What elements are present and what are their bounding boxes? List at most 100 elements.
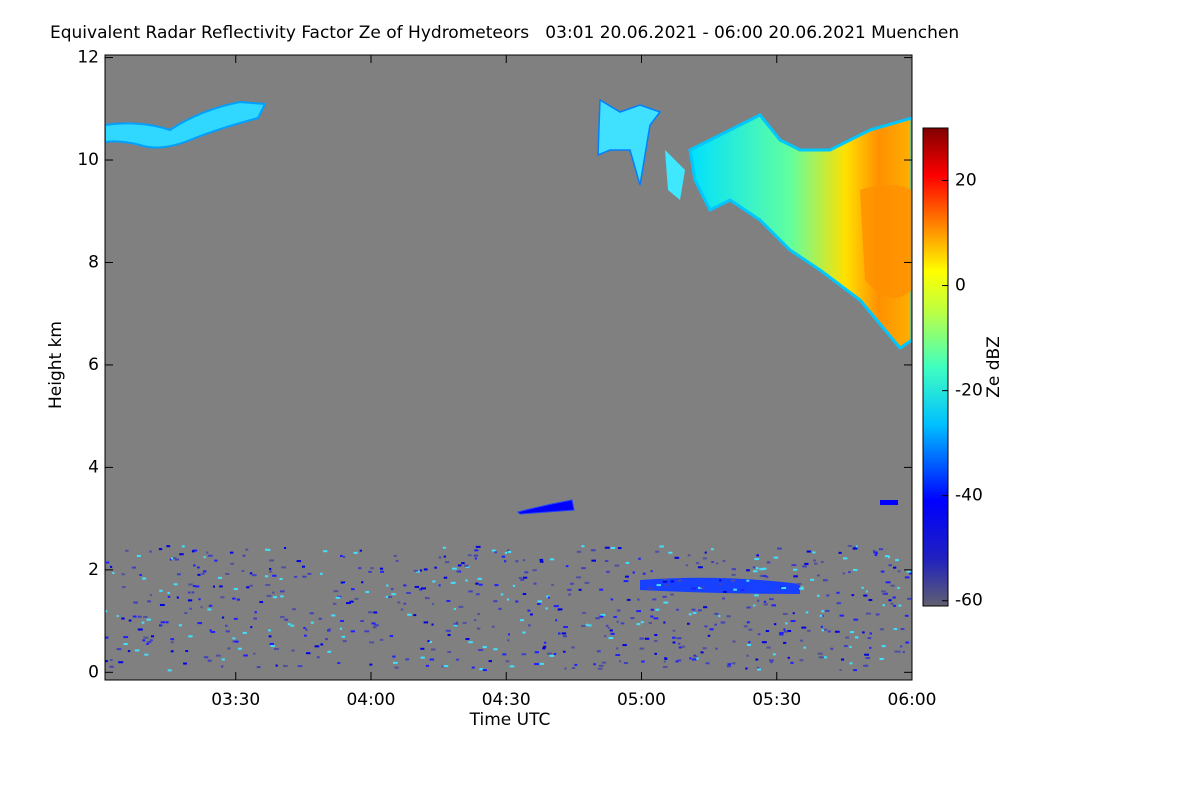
- speckle: [287, 623, 291, 626]
- speckle: [731, 662, 736, 665]
- speckle: [307, 572, 312, 575]
- speckle: [697, 566, 703, 569]
- speckle: [169, 558, 173, 561]
- speckle: [801, 586, 804, 589]
- speckle: [688, 613, 692, 616]
- speckle: [648, 621, 652, 624]
- speckle: [380, 570, 385, 573]
- speckle: [689, 657, 692, 660]
- speckle: [545, 607, 548, 610]
- speckle: [251, 574, 257, 577]
- speckle: [553, 605, 559, 608]
- speckle: [565, 565, 569, 568]
- speckle: [149, 594, 152, 597]
- speckle: [748, 628, 753, 631]
- speckle: [273, 647, 279, 650]
- speckle: [691, 608, 696, 611]
- speckle: [230, 562, 235, 565]
- speckle: [314, 645, 320, 648]
- speckle: [167, 669, 172, 672]
- speckle: [527, 609, 531, 612]
- speckle: [563, 650, 566, 653]
- speckle: [209, 629, 212, 632]
- speckle: [390, 588, 394, 591]
- speckle: [887, 556, 891, 559]
- speckle: [820, 560, 824, 563]
- speckle: [144, 653, 149, 656]
- speckle: [306, 652, 311, 655]
- speckle: [193, 564, 196, 567]
- speckle: [237, 647, 242, 650]
- speckle: [232, 640, 237, 643]
- speckle: [787, 629, 792, 632]
- speckle: [610, 546, 616, 549]
- speckle: [372, 626, 377, 629]
- speckle: [821, 610, 825, 613]
- speckle: [268, 635, 272, 638]
- speckle: [174, 558, 179, 561]
- speckle: [551, 583, 554, 586]
- speckle: [225, 624, 228, 627]
- speckle: [616, 620, 619, 623]
- speckle: [812, 551, 816, 554]
- speckle: [249, 584, 253, 587]
- speckle: [650, 608, 654, 611]
- speckle: [178, 624, 182, 627]
- speckle: [765, 630, 770, 633]
- speckle: [187, 591, 191, 594]
- speckle: [682, 645, 686, 648]
- speckle: [109, 659, 113, 662]
- speckle: [467, 554, 472, 557]
- speckle: [521, 653, 527, 656]
- speckle: [678, 646, 683, 649]
- speckle: [272, 596, 277, 599]
- speckle: [576, 550, 582, 553]
- speckle: [127, 650, 131, 653]
- speckle: [622, 644, 627, 647]
- speckle: [719, 579, 722, 582]
- speckle: [806, 550, 811, 553]
- speckle: [890, 584, 895, 587]
- speckle: [853, 618, 859, 621]
- speckle: [303, 626, 306, 629]
- speckle: [604, 635, 607, 638]
- speckle: [800, 639, 804, 642]
- speckle: [709, 628, 714, 631]
- speckle: [771, 604, 776, 607]
- speckle: [615, 654, 621, 657]
- speckle: [259, 601, 264, 604]
- speckle: [234, 640, 239, 643]
- speckle: [203, 556, 206, 559]
- speckle: [365, 591, 370, 594]
- speckle: [766, 561, 771, 564]
- plot-frame: [104, 54, 913, 681]
- speckle: [820, 614, 824, 617]
- speckle: [197, 573, 201, 576]
- speckle: [208, 604, 213, 607]
- speckle: [340, 620, 344, 623]
- speckle: [692, 611, 697, 614]
- speckle: [793, 575, 798, 578]
- speckle: [318, 617, 322, 620]
- speckle: [128, 619, 132, 622]
- speckle: [727, 663, 731, 666]
- speckle: [283, 546, 287, 549]
- speckle: [146, 642, 149, 645]
- speckle: [185, 650, 189, 653]
- speckle: [865, 590, 868, 593]
- speckle: [549, 654, 555, 657]
- speckle: [173, 557, 177, 560]
- speckle: [413, 569, 418, 572]
- speckle: [549, 558, 555, 561]
- speckle: [693, 655, 698, 658]
- speckle: [270, 644, 275, 647]
- speckle: [610, 632, 615, 635]
- speckle: [601, 661, 607, 664]
- speckle: [865, 612, 871, 615]
- speckle: [147, 600, 151, 603]
- speckle: [236, 598, 241, 601]
- speckle: [328, 628, 331, 631]
- speckle: [662, 595, 667, 598]
- speckle: [290, 624, 295, 627]
- speckle: [188, 583, 193, 586]
